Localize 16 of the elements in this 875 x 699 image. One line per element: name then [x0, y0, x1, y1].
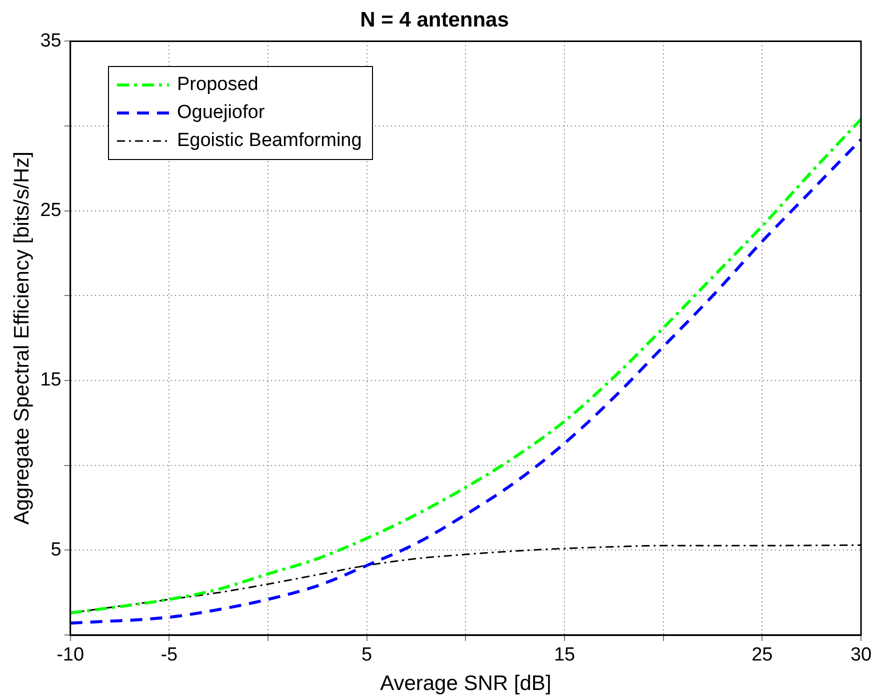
y-tick-label: 35 [40, 30, 62, 52]
x-tick-label: -5 [160, 644, 178, 666]
y-tick-label: 15 [40, 370, 62, 391]
legend-label: Egoistic Beamforming [177, 129, 362, 153]
x-tick-label: 15 [554, 644, 576, 666]
y-tick-label: 5 [50, 539, 62, 560]
legend-label: Oguejiofor [177, 101, 265, 125]
chart-title: N = 4 antennas [360, 8, 509, 32]
x-tick-label: -10 [56, 644, 84, 666]
x-axis-title: Average SNR [dB] [380, 672, 552, 696]
legend-label: Proposed [177, 73, 258, 97]
x-tick-label: 25 [752, 644, 773, 666]
x-tick-label: 5 [362, 644, 372, 666]
y-axis-title: Aggregate Spectral Efficiency [bits/s/Hz] [10, 152, 34, 525]
y-tick-label: 25 [40, 200, 62, 222]
x-tick-label: 30 [850, 644, 872, 666]
